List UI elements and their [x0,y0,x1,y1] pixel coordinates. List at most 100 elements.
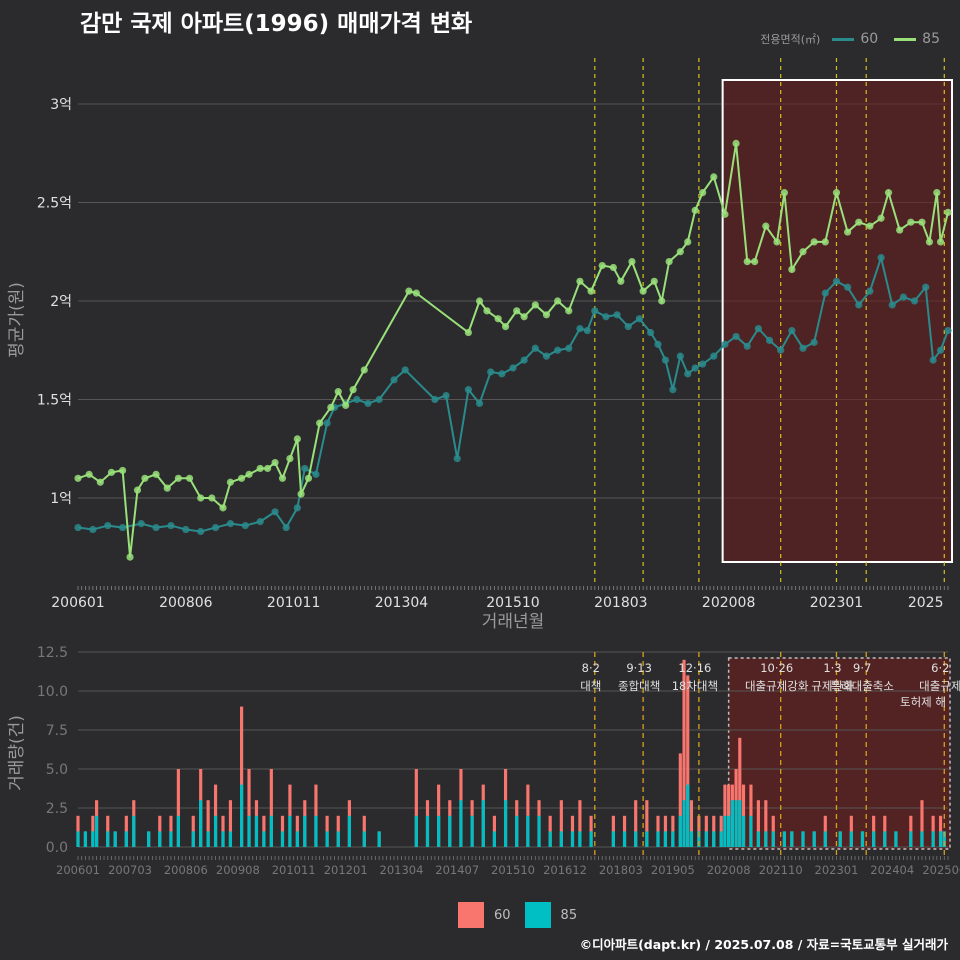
series-point-85 [475,297,484,305]
series-point-85 [141,474,149,482]
series-point-85 [780,189,789,197]
series-point-60 [646,328,655,337]
bar-x-tick-label: 201304 [380,863,424,877]
series-point-60 [211,523,220,532]
series-point-85 [531,301,539,309]
bar-85 [678,815,682,847]
bar-x-tick-label: 202110 [759,863,803,877]
series-point-60 [182,525,190,534]
bar-85 [860,831,865,847]
series-point-60 [821,289,829,297]
series-point-85 [271,458,279,467]
series-point-60 [282,523,290,532]
bar-85 [325,831,329,847]
series-point-85 [699,189,707,197]
series-point-85 [866,222,874,230]
x-tick-label: 200601 [51,595,104,611]
bar-60 [678,753,682,847]
bar-85 [515,815,519,847]
bar-85 [206,831,210,847]
bar-x-tick-label: 201803 [599,863,643,877]
bar-85 [147,831,151,847]
series-point-85 [126,553,134,561]
series-point-60 [498,370,506,378]
series-point-85 [107,468,116,476]
bar-legend: 60 85 [458,902,591,928]
series-point-60 [464,386,472,394]
bar-85 [611,831,615,847]
series-point-85 [554,297,562,305]
series-point-85 [762,222,770,230]
bar-60 [176,769,180,847]
series-point-60 [743,342,751,350]
series-point-60 [929,356,937,364]
bar-60 [269,769,273,847]
series-point-85 [576,277,584,285]
bar-85 [872,831,876,847]
series-point-85 [710,173,718,181]
x-tick-label: 202301 [810,595,863,611]
policy-annotation-text: 대출규제강화 [745,679,809,693]
series-point-60 [684,370,692,378]
series-point-60 [591,307,599,315]
series-point-85 [844,228,852,236]
series-point-60 [844,283,852,291]
bar-85 [221,831,225,847]
bar-85 [425,815,430,847]
series-point-85 [877,214,885,222]
bar-85 [362,831,366,847]
legend-line-60 [832,37,855,41]
series-point-60 [520,356,528,364]
bar-85 [734,800,738,847]
series-point-85 [360,366,368,374]
series-point-85 [751,258,759,266]
series-point-60 [799,344,807,352]
bar-85 [347,815,351,847]
bar-85 [295,831,299,847]
y-tick-label: 1억 [50,491,72,507]
series-point-85 [936,238,945,246]
bar-x-tick-label: 201201 [324,863,368,877]
bar-85 [83,831,88,847]
bar-85 [199,800,203,847]
bar-85 [158,831,162,847]
bar-x-tick-label: 200908 [216,863,260,877]
series-point-60 [542,352,551,360]
policy-annotation-text: 종합대책 [618,679,660,693]
bar-85 [771,831,775,847]
bar-85 [470,815,474,847]
series-point-85 [617,277,625,285]
bar-85 [526,815,530,847]
series-point-60 [74,523,82,532]
bar-60 [634,800,638,847]
bar-85 [589,831,593,847]
series-point-85 [609,263,617,272]
series-point-85 [133,486,142,494]
policy-annotation-date: 9·7 [853,661,871,675]
series-point-85 [684,238,692,246]
legend-line-85 [894,37,917,41]
x-tick-label: 2025 [908,595,944,611]
bar-60 [578,800,582,847]
bar-legend-swatch-60 [458,902,484,928]
y-tick-label: 2.5억 [37,196,72,212]
bar-85 [622,831,627,847]
series-point-85 [293,435,301,443]
series-point-60 [669,386,677,394]
series-point-60 [554,346,562,354]
bar-85 [240,784,244,847]
series-point-85 [174,474,182,482]
series-point-60 [301,464,309,473]
bar-85 [663,831,668,847]
bar-60 [206,800,210,847]
policy-annotation-text: 규제완화 [811,679,854,693]
bar-85 [459,800,463,847]
bar-x-tick-label: 201905 [651,863,695,877]
series-point-60 [167,521,175,530]
bar-85 [169,831,173,847]
bar-x-tick-label: 202008 [707,863,751,877]
bar-60 [645,800,649,847]
series-point-60 [613,311,621,319]
bar-x-tick-label: 202404 [870,863,914,877]
series-point-85 [691,206,699,214]
